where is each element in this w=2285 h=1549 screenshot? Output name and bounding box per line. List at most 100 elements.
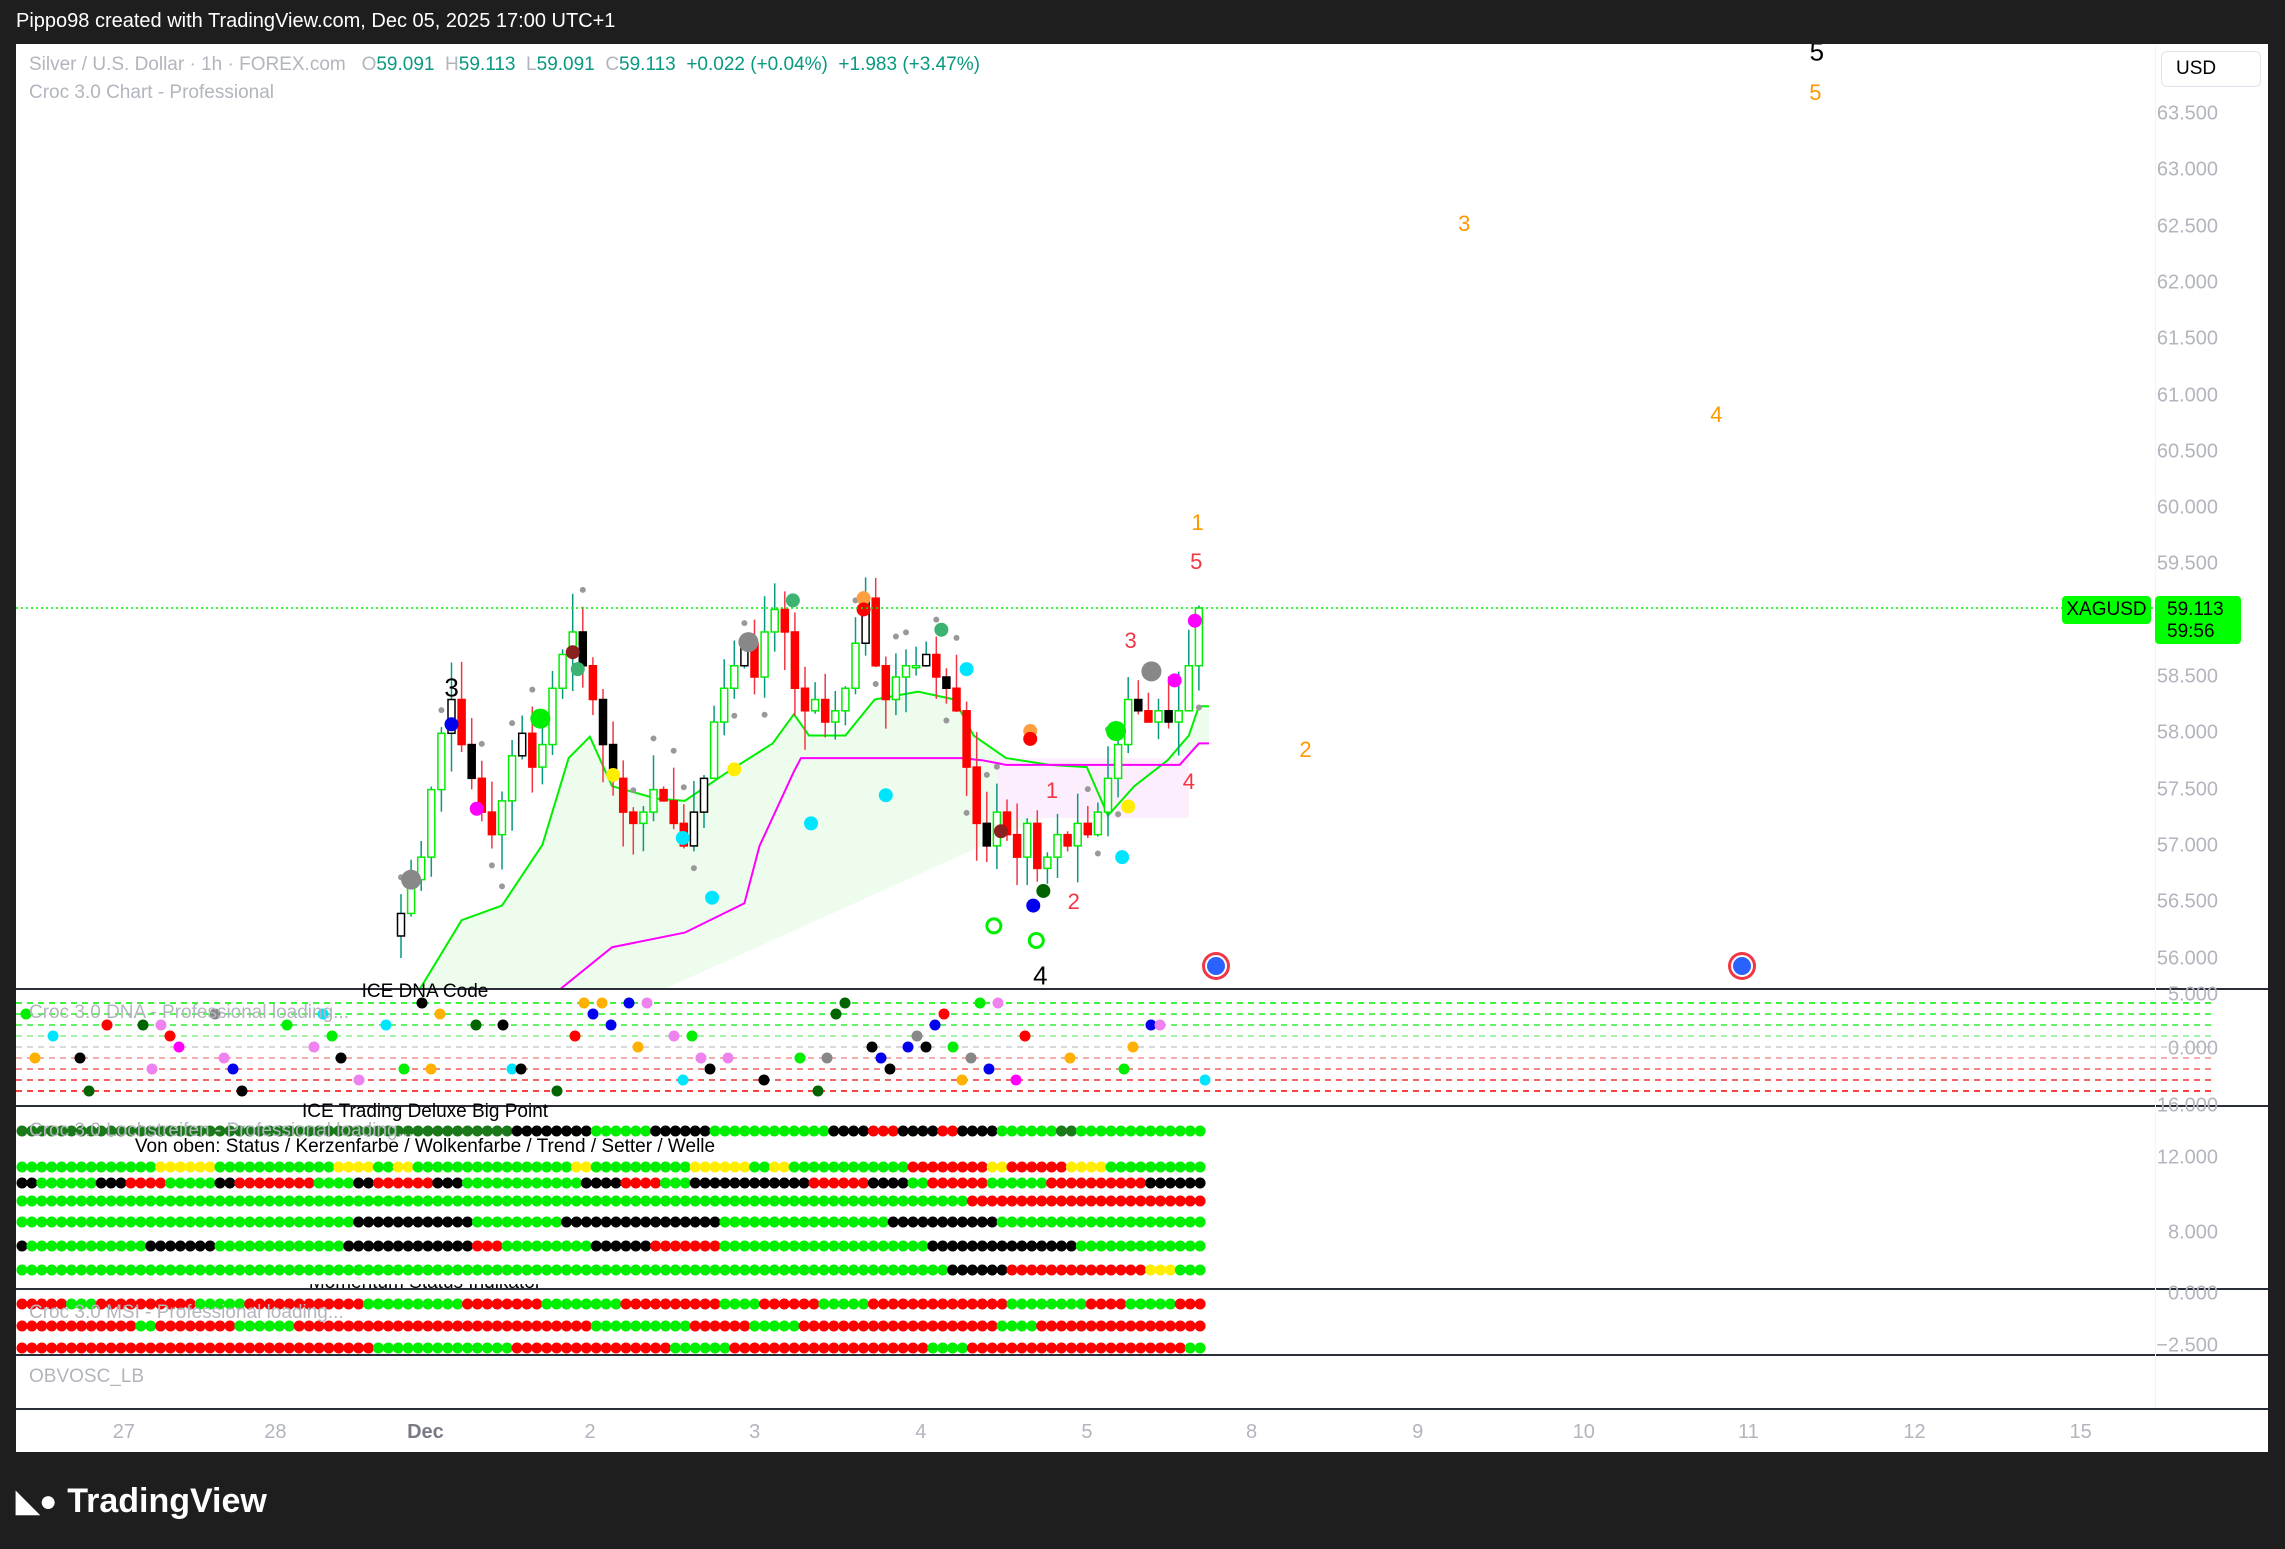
msi-dot bbox=[590, 1298, 602, 1310]
lochstreifen-dot bbox=[36, 1216, 48, 1228]
msi-dot bbox=[1095, 1342, 1107, 1354]
lochstreifen-dot bbox=[432, 1125, 444, 1137]
small-gray-dot bbox=[731, 712, 738, 719]
candle-body bbox=[1194, 607, 1204, 667]
dna-dot bbox=[236, 1085, 248, 1097]
dna-dot bbox=[641, 997, 653, 1009]
msi-dot bbox=[46, 1298, 58, 1310]
lochstreifen-dot bbox=[481, 1264, 493, 1276]
msi-dot bbox=[848, 1298, 860, 1310]
lochstreifen-dot bbox=[46, 1177, 58, 1189]
tradingview-logo[interactable]: ◣● TradingView bbox=[16, 1482, 267, 1521]
msi-dot bbox=[214, 1342, 226, 1354]
msi-dot bbox=[838, 1298, 850, 1310]
msi-dot bbox=[1056, 1298, 1067, 1310]
dna-dot bbox=[281, 1019, 293, 1031]
price-axis-border bbox=[2155, 44, 2156, 1408]
lochstreifen-dot bbox=[709, 1177, 721, 1189]
lochstreifen-dot bbox=[541, 1125, 553, 1137]
candle-body bbox=[659, 788, 668, 802]
lochstreifen-dot bbox=[947, 1195, 959, 1207]
lochstreifen-dot bbox=[105, 1125, 117, 1137]
lochstreifen-dot bbox=[491, 1240, 503, 1252]
lochstreifen-dot bbox=[650, 1264, 662, 1276]
lochstreifen-dot bbox=[165, 1177, 176, 1189]
lochstreifen-dot bbox=[155, 1125, 167, 1137]
lochstreifen-dot bbox=[115, 1216, 127, 1228]
msi-dot bbox=[818, 1342, 830, 1354]
lochstreifen-dot bbox=[214, 1240, 226, 1252]
msi-dot bbox=[1135, 1342, 1147, 1354]
msi-dot bbox=[254, 1320, 266, 1332]
lochstreifen-dot bbox=[937, 1240, 949, 1252]
lochstreifen-dot bbox=[471, 1216, 483, 1228]
msi-dot bbox=[491, 1298, 503, 1310]
chart-canvas[interactable] bbox=[16, 44, 2268, 1452]
time-axis-label: Dec bbox=[407, 1421, 444, 1443]
signal-dot bbox=[856, 602, 871, 617]
lochstreifen-dot bbox=[1095, 1177, 1107, 1189]
lochstreifen-dot bbox=[1046, 1216, 1058, 1228]
lochstreifen-dot bbox=[759, 1125, 770, 1137]
dna-axis-label: 0.000 bbox=[2167, 1037, 2218, 1060]
dna-dot bbox=[983, 1063, 995, 1075]
lochstreifen-dot bbox=[462, 1264, 473, 1276]
msi-dot bbox=[650, 1342, 662, 1354]
main-pane[interactable] bbox=[396, 577, 1757, 1044]
lochstreifen-dot bbox=[729, 1240, 741, 1252]
lochstreifen-dot bbox=[808, 1216, 820, 1228]
symbol-name[interactable]: Silver / U.S. Dollar · 1h · FOREX.com bbox=[29, 54, 346, 75]
msi-dot bbox=[303, 1298, 315, 1310]
chart-frame[interactable]: Silver / U.S. Dollar · 1h · FOREX.com O5… bbox=[16, 44, 2268, 1452]
lochstreifen-dot bbox=[650, 1216, 662, 1228]
lochstreifen-dot bbox=[432, 1161, 444, 1173]
msi-dot bbox=[570, 1298, 582, 1310]
msi-dot bbox=[452, 1320, 464, 1332]
lochstreifen-dot bbox=[174, 1125, 186, 1137]
lochstreifen-dot bbox=[640, 1125, 652, 1137]
lochstreifen-dot bbox=[283, 1264, 295, 1276]
candle-body bbox=[1093, 811, 1103, 836]
lochstreifen-dot bbox=[234, 1240, 246, 1252]
lochstreifen-dot bbox=[363, 1240, 374, 1252]
time-axis-label: 4 bbox=[915, 1421, 927, 1443]
time-axis-label: 3 bbox=[749, 1421, 761, 1443]
lochstreifen-dot bbox=[867, 1264, 879, 1276]
msi-dot bbox=[561, 1342, 572, 1354]
indicator-legend[interactable]: Croc 3.0 Chart - Professional bbox=[29, 82, 274, 103]
msi-dot bbox=[689, 1320, 701, 1332]
lochstreifen-dot bbox=[293, 1125, 305, 1137]
msi-dot bbox=[343, 1320, 355, 1332]
msi-dot bbox=[966, 1342, 978, 1354]
lochstreifen-dot bbox=[689, 1216, 701, 1228]
msi-dot bbox=[620, 1320, 632, 1332]
lochstreifen-dot bbox=[976, 1216, 988, 1228]
lochstreifen-dot bbox=[699, 1195, 711, 1207]
msi-dot bbox=[580, 1320, 592, 1332]
lochstreifen-dot bbox=[858, 1125, 869, 1137]
lochstreifen-dot bbox=[135, 1177, 147, 1189]
elliott-wave-label: 5 bbox=[1809, 44, 1825, 67]
elliott-wave-label: 5 bbox=[1190, 549, 1203, 575]
msi-dot bbox=[818, 1320, 830, 1332]
candle-body bbox=[1012, 833, 1022, 858]
currency-button[interactable]: USD bbox=[2161, 51, 2261, 87]
lochstreifen-dot bbox=[1105, 1161, 1117, 1173]
small-gray-dot bbox=[579, 586, 586, 593]
lochstreifen-dot bbox=[610, 1240, 622, 1252]
signal-dot bbox=[705, 890, 720, 905]
lochstreifen-dot bbox=[709, 1240, 721, 1252]
lochstreifen-dot bbox=[204, 1264, 216, 1276]
lochstreifen-dot bbox=[442, 1195, 454, 1207]
lochstreifen-dot bbox=[689, 1125, 701, 1137]
lochstreifen-dot bbox=[1115, 1216, 1127, 1228]
lochstreifen-dot bbox=[640, 1195, 652, 1207]
signal-dot bbox=[675, 831, 690, 846]
lochstreifen-dot bbox=[867, 1161, 879, 1173]
lochstreifen-dot bbox=[976, 1195, 988, 1207]
lochstreifen-dot bbox=[105, 1264, 117, 1276]
lochstreifen-dot bbox=[1155, 1177, 1166, 1189]
msi-dot bbox=[105, 1320, 117, 1332]
msi-dot bbox=[75, 1298, 87, 1310]
lochstreifen-dot bbox=[36, 1264, 48, 1276]
